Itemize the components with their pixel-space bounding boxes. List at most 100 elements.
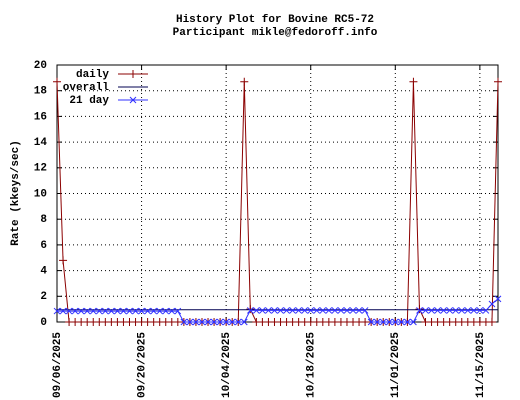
data-point — [331, 307, 339, 314]
y-tick-label: 12 — [34, 163, 47, 175]
data-point — [385, 318, 393, 326]
data-point — [397, 318, 405, 326]
data-point — [277, 307, 284, 314]
y-tick-label: 10 — [34, 188, 47, 200]
legend-label: overall — [63, 82, 110, 94]
data-point — [126, 307, 133, 315]
data-point — [422, 307, 429, 314]
data-point — [246, 305, 255, 314]
x-tick-label: 09/06/2025 — [52, 332, 64, 398]
data-point — [65, 307, 73, 315]
data-point — [349, 307, 357, 314]
data-point — [228, 318, 236, 326]
data-point — [440, 307, 447, 314]
data-point — [234, 318, 242, 326]
data-point — [289, 307, 296, 314]
y-tick-label: 18 — [34, 86, 48, 98]
data-point — [253, 307, 260, 314]
data-point — [210, 318, 218, 326]
data-point — [271, 307, 278, 314]
data-point — [138, 307, 145, 315]
x-tick-label: 11/15/2025 — [475, 332, 487, 398]
data-point — [240, 77, 249, 86]
data-point — [379, 318, 387, 326]
data-point — [77, 307, 85, 315]
data-point — [168, 307, 176, 315]
y-tick-label: 16 — [34, 111, 47, 123]
chart-subtitle: Participant mikle@fedoroff.info — [173, 27, 378, 39]
y-axis-label: Rate (kkeys/sec) — [10, 140, 22, 246]
data-point — [355, 307, 363, 314]
data-point — [246, 307, 254, 314]
y-tick-label: 20 — [34, 60, 47, 72]
data-point — [132, 307, 139, 315]
data-point — [204, 318, 212, 326]
data-point — [192, 318, 200, 326]
x-tick-label: 09/20/2025 — [136, 332, 148, 398]
data-point — [283, 307, 290, 314]
data-point — [240, 318, 248, 326]
data-point — [404, 318, 411, 326]
data-point — [295, 307, 302, 314]
y-tick-label: 14 — [34, 137, 48, 149]
data-point — [464, 307, 472, 314]
data-point — [198, 318, 206, 326]
data-point — [428, 307, 435, 314]
data-point — [53, 307, 61, 315]
data-point — [367, 318, 375, 326]
y-tick-label: 6 — [40, 240, 47, 252]
series-line — [57, 298, 499, 323]
data-point — [129, 70, 137, 78]
y-tick-label: 0 — [40, 317, 47, 329]
data-point — [186, 318, 194, 326]
data-point — [59, 307, 67, 315]
data-point — [301, 307, 309, 314]
data-point — [180, 318, 188, 326]
data-point — [95, 307, 103, 315]
data-point — [156, 307, 164, 315]
data-point — [174, 307, 182, 315]
data-point — [415, 305, 424, 314]
data-point — [71, 307, 79, 315]
y-tick-label: 2 — [40, 291, 47, 303]
data-point — [416, 307, 423, 314]
data-point — [337, 307, 345, 314]
data-point — [446, 307, 454, 314]
data-point — [361, 307, 369, 314]
data-point — [488, 300, 496, 308]
x-tick-label: 10/18/2025 — [306, 332, 318, 398]
data-point — [319, 307, 327, 314]
data-point — [470, 307, 478, 314]
chart-title: History Plot for Bovine RC5-72 — [176, 14, 374, 26]
data-point — [59, 256, 68, 265]
data-point — [162, 307, 170, 315]
legend-label: daily — [76, 69, 109, 81]
data-point — [373, 318, 381, 326]
data-point — [313, 307, 321, 314]
data-point — [476, 307, 484, 314]
data-point — [101, 307, 109, 315]
data-point — [108, 307, 115, 315]
data-point — [343, 307, 351, 314]
data-point — [487, 318, 496, 326]
data-point — [120, 307, 127, 315]
data-point — [150, 307, 158, 315]
legend-label: 21 day — [69, 95, 109, 107]
x-tick-label: 10/04/2025 — [221, 332, 233, 398]
data-point — [494, 295, 502, 303]
data-point — [114, 307, 121, 315]
data-point — [216, 318, 224, 326]
data-point — [144, 307, 151, 315]
data-point — [391, 318, 399, 326]
data-point — [53, 77, 61, 86]
data-point — [129, 96, 137, 104]
data-point — [89, 307, 97, 315]
data-point — [482, 307, 490, 314]
data-point — [458, 307, 466, 314]
data-point — [409, 77, 418, 86]
y-tick-label: 8 — [40, 214, 47, 226]
data-point — [222, 318, 230, 326]
x-tick-label: 11/01/2025 — [390, 332, 402, 398]
